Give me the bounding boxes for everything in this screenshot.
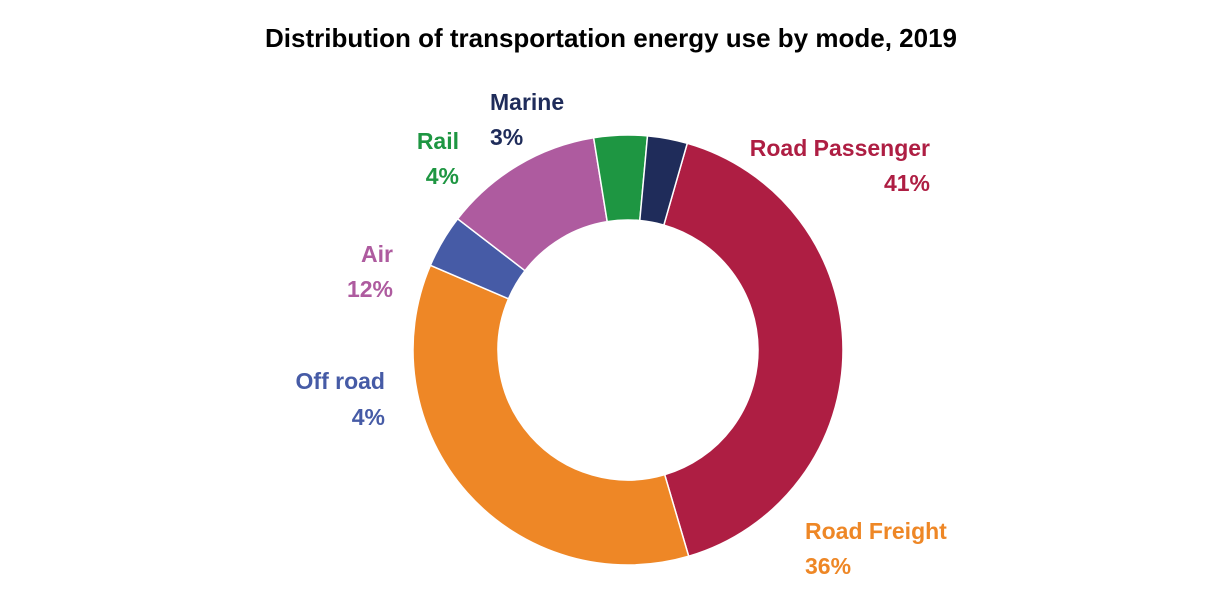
- slices-group: [412, 134, 844, 566]
- slice-value-off-road: 4%: [352, 404, 385, 430]
- slice-label-off-road: Off road: [296, 368, 385, 394]
- slice-label-road-freight: Road Freight: [805, 518, 947, 544]
- slice-marine: [638, 135, 689, 226]
- slice-road-freight: [412, 264, 690, 566]
- slice-road-passenger: [662, 142, 844, 558]
- slice-label-air: Air: [361, 241, 393, 267]
- slice-label-marine: Marine: [490, 89, 564, 115]
- slice-label-road-passenger: Road Passenger: [750, 135, 930, 161]
- slice-value-road-freight: 36%: [805, 553, 851, 579]
- slice-label-rail: Rail: [417, 128, 459, 154]
- slice-value-rail: 4%: [426, 163, 459, 189]
- slice-value-road-passenger: 41%: [884, 170, 930, 196]
- chart-title: Distribution of transportation energy us…: [265, 23, 957, 53]
- slice-value-marine: 3%: [490, 124, 523, 150]
- slice-value-air: 12%: [347, 276, 393, 302]
